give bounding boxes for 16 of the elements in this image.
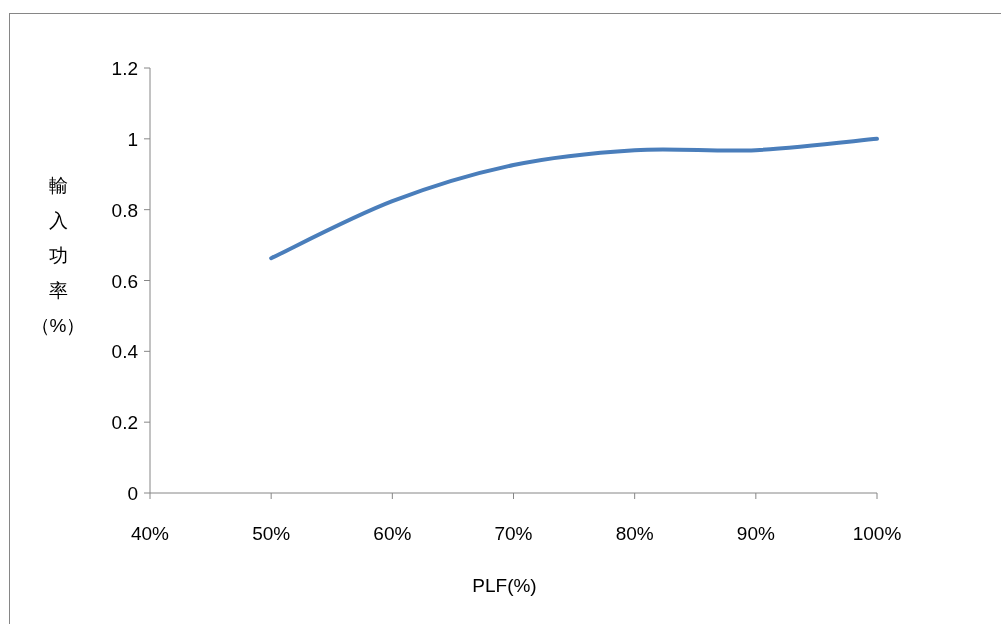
- y-tick-label: 1: [127, 128, 138, 150]
- y-tick-label: 0.4: [111, 341, 139, 363]
- x-axis-title: PLF(%): [472, 575, 537, 596]
- y-axis-title: 輸入功率（%）: [30, 175, 86, 336]
- x-tick-label: 50%: [252, 523, 291, 544]
- x-tick-label: 90%: [736, 523, 775, 544]
- y-tick-label: 0: [127, 483, 138, 504]
- x-tick-label: 80%: [615, 523, 654, 544]
- y-tick-label: 0.6: [111, 270, 138, 292]
- y-tick-label: 1.2: [111, 58, 138, 79]
- x-tick-label: 100%: [852, 523, 902, 544]
- x-tick-label: 40%: [130, 523, 170, 544]
- y-tick-label: 0.8: [111, 199, 138, 221]
- x-tick-label: 70%: [494, 523, 533, 544]
- y-tick-label: 0.2: [111, 412, 138, 434]
- x-tick-label: 60%: [373, 523, 412, 544]
